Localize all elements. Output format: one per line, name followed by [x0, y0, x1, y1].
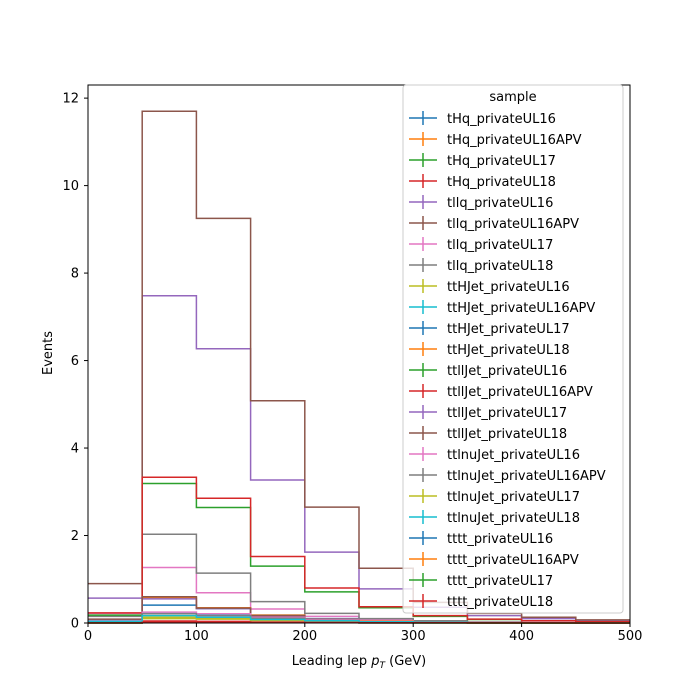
legend-label: ttHJet_privateUL18 — [447, 343, 570, 358]
legend-box — [402, 84, 624, 614]
legend-entry: ttllJet_privateUL18 — [409, 426, 567, 442]
legend-label: tttt_privateUL16 — [447, 532, 553, 547]
legend-entry: ttllJet_privateUL16APV — [409, 384, 593, 400]
legend-label: tllq_privateUL16APV — [447, 217, 579, 232]
legend-label: tHq_privateUL16 — [447, 112, 556, 127]
legend-entry: tllq_privateUL18 — [409, 258, 553, 274]
legend-entry: ttHJet_privateUL18 — [409, 342, 570, 358]
legend-entry: tttt_privateUL17 — [409, 573, 553, 589]
legend-label: ttllJet_privateUL16APV — [447, 385, 593, 400]
series-tllq_privateUL16APV — [88, 110, 630, 621]
y-tick-label: 0 — [71, 617, 79, 632]
legend-entry: ttlnuJet_privateUL17 — [409, 489, 580, 505]
legend-entry: tllq_privateUL16 — [409, 195, 553, 211]
legend-entry: tttt_privateUL16 — [409, 531, 553, 547]
legend-label: ttllJet_privateUL17 — [447, 406, 567, 421]
legend-label: ttHJet_privateUL16 — [447, 280, 570, 295]
x-axis-label-subscript: T — [379, 661, 386, 671]
y-tick-label: 8 — [71, 267, 79, 282]
y-axis-label: Events — [41, 331, 56, 375]
y-tick-label: 4 — [71, 442, 79, 457]
x-tick-label: 500 — [618, 629, 643, 644]
legend-label: ttHJet_privateUL16APV — [447, 301, 595, 316]
legend-entry: tttt_privateUL18 — [409, 594, 553, 610]
legend-label: tHq_privateUL16APV — [447, 133, 582, 148]
legend-entry: ttlnuJet_privateUL16APV — [409, 468, 606, 484]
legend-entry: ttllJet_privateUL17 — [409, 405, 567, 421]
x-axis-label-var: p — [370, 654, 379, 669]
legend-title: sample — [489, 90, 536, 105]
legend-label: tHq_privateUL18 — [447, 175, 556, 190]
legend-entry: tHq_privateUL16 — [409, 111, 556, 127]
legend: sample tHq_privateUL16 tHq_privateUL16APVt… — [402, 84, 624, 614]
legend-entry: tHq_privateUL17 — [409, 153, 556, 169]
series-tllq_privateUL16 — [88, 295, 630, 622]
legend-label: tttt_privateUL16APV — [447, 553, 579, 568]
x-tick-label: 0 — [84, 629, 92, 644]
legend-label: ttllJet_privateUL18 — [447, 427, 567, 442]
series-ttllJet_privateUL16APV — [88, 476, 630, 623]
x-tick-label: 200 — [292, 629, 317, 644]
x-tick-label: 100 — [184, 629, 209, 644]
legend-entry: ttHJet_privateUL16 — [409, 279, 570, 295]
legend-label: tttt_privateUL17 — [447, 574, 553, 589]
y-tick-label: 12 — [62, 92, 79, 107]
legend-entry: ttlnuJet_privateUL18 — [409, 510, 580, 526]
legend-entry: tllq_privateUL17 — [409, 237, 553, 253]
legend-entry: tttt_privateUL16APV — [409, 552, 579, 568]
x-tick-label: 300 — [401, 629, 426, 644]
legend-label: tllq_privateUL18 — [447, 259, 553, 274]
x-axis-label: Leading lep pT (GeV) — [292, 654, 426, 672]
x-axis-label-text: Leading lep — [292, 654, 367, 669]
legend-entry: ttHJet_privateUL17 — [409, 321, 570, 337]
legend-label: ttllJet_privateUL16 — [447, 364, 567, 379]
legend-label: ttHJet_privateUL17 — [447, 322, 570, 337]
y-tick-label: 6 — [71, 354, 79, 369]
legend-entry: ttHJet_privateUL16APV — [409, 300, 595, 316]
legend-entry: ttllJet_privateUL16 — [409, 363, 567, 379]
legend-label: ttlnuJet_privateUL16 — [447, 448, 580, 463]
legend-label: ttlnuJet_privateUL17 — [447, 490, 580, 505]
legend-label: tttt_privateUL18 — [447, 595, 553, 610]
legend-entry: tHq_privateUL18 — [409, 174, 556, 190]
legend-label: tllq_privateUL16 — [447, 196, 553, 211]
y-tick-label: 10 — [62, 179, 79, 194]
x-axis-label-unit: (GeV) — [389, 654, 426, 669]
axes-layer: 0 100 200 300 400 500 0 2 4 6 8 10 12 — [62, 84, 643, 644]
legend-label: ttlnuJet_privateUL16APV — [447, 469, 606, 484]
legend-label: ttlnuJet_privateUL18 — [447, 511, 580, 526]
legend-label: tllq_privateUL17 — [447, 238, 553, 253]
legend-entry: tHq_privateUL16APV — [409, 132, 582, 148]
legend-entry: ttlnuJet_privateUL16 — [409, 447, 580, 463]
legend-entry: tllq_privateUL16APV — [409, 216, 579, 232]
x-tick-label: 400 — [509, 629, 534, 644]
legend-label: tHq_privateUL17 — [447, 154, 556, 169]
y-tick-label: 2 — [71, 529, 79, 544]
axes-frame — [87, 84, 631, 624]
